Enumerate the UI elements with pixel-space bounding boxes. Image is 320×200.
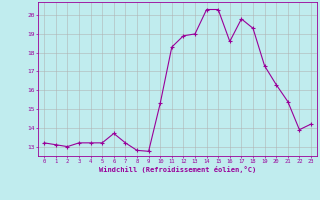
X-axis label: Windchill (Refroidissement éolien,°C): Windchill (Refroidissement éolien,°C): [99, 166, 256, 173]
